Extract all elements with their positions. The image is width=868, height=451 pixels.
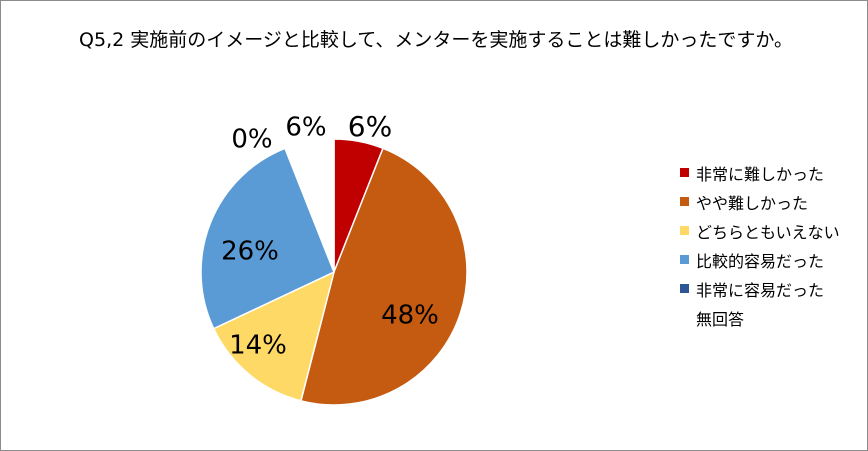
legend-label: 無回答 [696,309,745,329]
legend-swatch [680,197,689,206]
legend-swatch [680,255,689,264]
pie-data-label-2: 48% [381,301,439,331]
legend-item-2: やや難しかった [680,187,860,216]
pie-slice-4 [200,147,335,330]
legend-item-1: 非常に難しかった [680,158,860,187]
legend-swatch [680,284,689,293]
legend-item-5: 非常に容易だった [680,274,860,303]
chart-title: Q5,2 実施前のイメージと比較して、メンターを実施することは難しかったですか。 [79,29,793,51]
legend-label: やや難しかった [696,193,809,213]
pie-slices [200,138,468,406]
pie-labels: 6% 48% 14% 26% 0% 6% [221,110,439,361]
legend-label: どちらともいえない [696,222,840,242]
legend: 非常に難しかった やや難しかったどちらともいえない 比較的容易だった 非常に容易だった… [680,158,860,332]
legend-item-4: 比較的容易だった [680,245,860,274]
legend-item-3: どちらともいえない [680,216,860,245]
pie-data-label-5: 0% [231,125,272,155]
legend-swatch [680,168,689,177]
legend-label: 比較的容易だった [696,251,825,271]
pie-slice-3 [212,270,336,402]
legend-label: 非常に容易だった [696,280,825,300]
legend-swatch [680,226,689,235]
legend-swatch [680,313,689,322]
pie-data-label-1: 6% [348,110,392,143]
pie-data-label-3: 14% [229,331,287,361]
legend-item-6: 無回答 [680,303,860,332]
pie-slice-6 [284,138,335,273]
pie-data-label-4: 26% [221,237,279,267]
legend-label: 非常に難しかった [696,164,825,184]
pie-slice-2 [300,147,468,406]
pie-data-label-6: 6% [285,113,326,143]
